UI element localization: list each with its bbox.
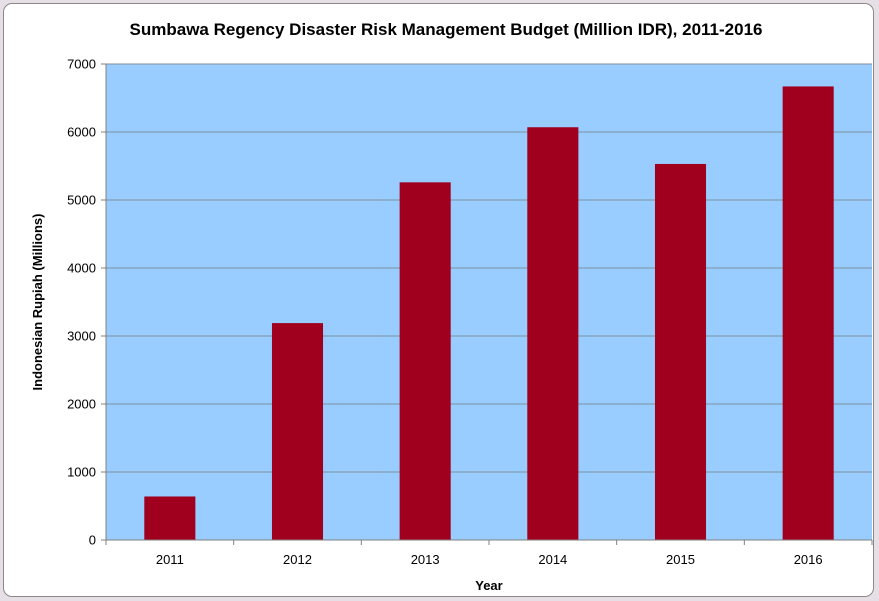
y-tick-label: 2000 xyxy=(67,397,96,412)
bar-2011 xyxy=(144,496,196,540)
x-tick-label: 2016 xyxy=(794,552,823,567)
y-axis-title: Indonesian Rupiah (Millions) xyxy=(30,214,45,391)
x-tick-labels: 2011 2012 2013 2014 2015 2016 xyxy=(156,552,823,567)
plot-area xyxy=(106,64,872,540)
chart-title: Sumbawa Regency Disaster Risk Management… xyxy=(130,20,763,39)
y-tick-label: 7000 xyxy=(67,57,96,72)
gridlines xyxy=(106,63,872,473)
y-tick-label: 6000 xyxy=(67,125,96,140)
x-tick-label: 2012 xyxy=(283,552,312,567)
bar-2013 xyxy=(399,182,451,540)
bar-2014 xyxy=(527,127,579,541)
y-tick-label: 5000 xyxy=(67,193,96,208)
x-tick-label: 2014 xyxy=(538,552,567,567)
axes xyxy=(101,63,873,545)
y-tick-label: 4000 xyxy=(67,261,96,276)
x-tick-label: 2011 xyxy=(156,552,184,567)
x-tick-label: 2015 xyxy=(666,552,695,567)
x-axis-title: Year xyxy=(475,578,502,593)
y-tick-label: 3000 xyxy=(67,329,96,344)
bar-2016 xyxy=(782,86,834,540)
chart-frame: Sumbawa Regency Disaster Risk Management… xyxy=(3,3,874,597)
x-tick-label: 2013 xyxy=(411,552,440,567)
y-tick-labels: 0 1000 2000 3000 4000 5000 6000 7000 xyxy=(67,57,96,548)
bar-2012 xyxy=(271,323,324,540)
y-tick-label: 0 xyxy=(89,533,96,548)
bar-2015 xyxy=(654,163,707,540)
bars xyxy=(144,86,834,541)
y-tick-label: 1000 xyxy=(67,465,96,480)
bar-chart: Sumbawa Regency Disaster Risk Management… xyxy=(30,20,873,593)
